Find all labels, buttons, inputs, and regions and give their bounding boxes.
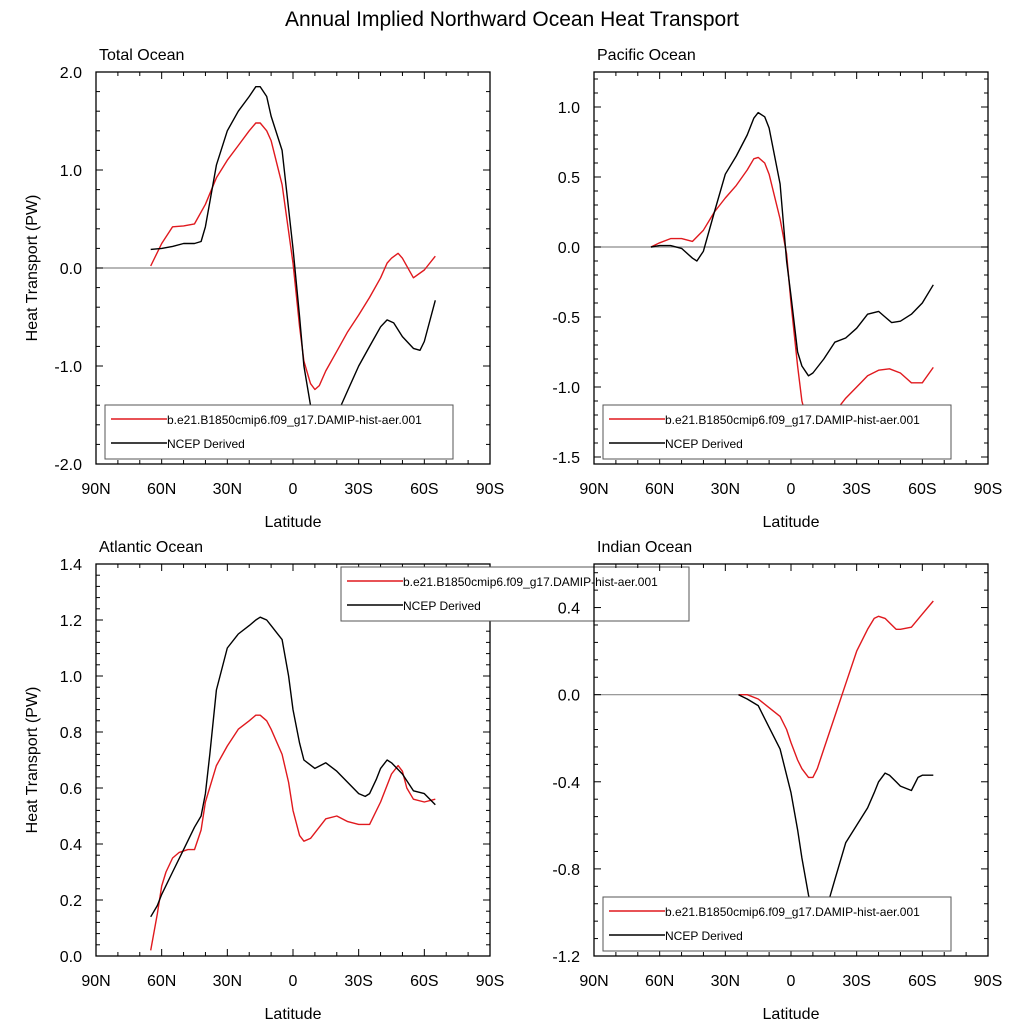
y-tick-label: 0.6 [60, 781, 82, 798]
x-axis-label: Latitude [763, 1006, 820, 1023]
series-line-obs [650, 111, 934, 377]
legend: b.e21.B1850cmip6.f09_g17.DAMIP-hist-aer.… [602, 404, 952, 460]
y-tick-label: -0.4 [552, 775, 580, 792]
legend-label-obs: NCEP Derived [665, 929, 743, 943]
y-tick-label: -1.0 [552, 380, 580, 397]
figure-title: Annual Implied Northward Ocean Heat Tran… [285, 8, 739, 31]
y-tick-label: 1.0 [60, 669, 82, 686]
panel-indian-ocean: 90N 60N 30N 0 30S 60S 90S 0.4 0.0 -0.4 -0.8 -1.2 Ind… [552, 539, 1002, 1023]
legend-label-model: b.e21.B1850cmip6.f09_g17.DAMIP-hist-aer.… [403, 575, 658, 589]
legend-label-model: b.e21.B1850cmip6.f09_g17.DAMIP-hist-aer.… [167, 413, 422, 427]
y-tick-label: -1.5 [552, 450, 580, 467]
y-tick-label: -1.0 [54, 359, 82, 376]
series-line-model [650, 156, 934, 433]
legend-box [602, 404, 952, 460]
y-tick-label: 1.0 [558, 100, 580, 117]
y-tick-label: 0.8 [60, 725, 82, 742]
x-axis-label: Latitude [265, 1006, 322, 1023]
panel-pacific-ocean: 90N 60N 30N 0 30S 60S 90S 1.0 0.5 0.0 -0.5 -1.0 -1.5… [552, 47, 1002, 531]
x-tick-label: 90S [476, 481, 504, 498]
series-line-model [150, 714, 436, 951]
x-tick-label: 30S [842, 973, 870, 990]
series-line-obs [150, 616, 436, 918]
legend: b.e21.B1850cmip6.f09_g17.DAMIP-hist-aer.… [104, 404, 454, 460]
x-axis-label: Latitude [763, 514, 820, 531]
panel-total-ocean: 90N 60N 30N 0 30S 60S 90S 2.0 1.0 0.0 -1.0 -2.0 Tota… [24, 47, 504, 531]
legend-label-obs: NCEP Derived [403, 599, 481, 613]
x-tick-label: 90S [974, 481, 1002, 498]
y-tick-label: 1.2 [60, 613, 82, 630]
x-tick-label: 30N [213, 481, 242, 498]
x-tick-label: 90N [579, 481, 608, 498]
x-tick-label: 90N [579, 973, 608, 990]
x-tick-label: 60N [645, 481, 674, 498]
x-tick-label: 30N [213, 973, 242, 990]
legend-box [602, 896, 952, 952]
x-tick-label: 60N [645, 973, 674, 990]
y-tick-label: 1.4 [60, 557, 82, 574]
series-line-model [738, 600, 934, 779]
y-tick-label: 0.0 [558, 688, 580, 705]
series-line-model [150, 122, 436, 391]
x-axis-label: Latitude [265, 514, 322, 531]
legend-box [340, 566, 690, 622]
legend: b.e21.B1850cmip6.f09_g17.DAMIP-hist-aer.… [602, 896, 952, 952]
y-tick-label: 2.0 [60, 65, 82, 82]
x-tick-label: 90S [974, 973, 1002, 990]
x-tick-label: 30S [344, 481, 372, 498]
x-tick-label: 90N [81, 481, 110, 498]
legend-label-model: b.e21.B1850cmip6.f09_g17.DAMIP-hist-aer.… [665, 905, 920, 919]
legend-label-obs: NCEP Derived [665, 437, 743, 451]
y-tick-label: 1.0 [60, 163, 82, 180]
y-axis-label: Heat Transport (PW) [24, 195, 41, 342]
series-line-obs [150, 85, 436, 434]
panel-title: Total Ocean [99, 47, 184, 64]
y-tick-label: 0.2 [60, 893, 82, 910]
legend: b.e21.B1850cmip6.f09_g17.DAMIP-hist-aer.… [340, 566, 690, 622]
x-tick-label: 60S [410, 481, 438, 498]
x-tick-label: 0 [787, 481, 796, 498]
y-tick-label: 0.5 [558, 170, 580, 187]
panel-title: Atlantic Ocean [99, 539, 203, 556]
y-tick-label: -1.2 [552, 949, 580, 966]
y-tick-label: -0.5 [552, 310, 580, 327]
panel-atlantic-ocean: 90N 60N 30N 0 30S 60S 90S 1.4 1.2 1.0 0.8 0.6 0.4 0.2… [24, 539, 690, 1023]
x-tick-label: 60S [908, 481, 936, 498]
x-tick-label: 30N [711, 973, 740, 990]
legend-label-obs: NCEP Derived [167, 437, 245, 451]
x-tick-label: 60N [147, 973, 176, 990]
y-tick-label: 0.4 [558, 601, 580, 618]
x-tick-label: 60S [908, 973, 936, 990]
x-tick-label: 30S [344, 973, 372, 990]
x-tick-label: 60N [147, 481, 176, 498]
y-tick-label: 0.0 [60, 261, 82, 278]
x-tick-label: 90S [476, 973, 504, 990]
x-tick-label: 60S [410, 973, 438, 990]
x-tick-label: 0 [289, 973, 298, 990]
x-tick-label: 0 [787, 973, 796, 990]
legend-label-model: b.e21.B1850cmip6.f09_g17.DAMIP-hist-aer.… [665, 413, 920, 427]
panel-title: Indian Ocean [597, 539, 692, 556]
legend-box [104, 404, 454, 460]
x-tick-label: 30N [711, 481, 740, 498]
x-tick-label: 90N [81, 973, 110, 990]
series-line-obs [738, 694, 934, 924]
y-tick-label: -0.8 [552, 862, 580, 879]
x-tick-label: 30S [842, 481, 870, 498]
x-tick-label: 0 [289, 481, 298, 498]
y-tick-label: 0.0 [558, 240, 580, 257]
y-tick-label: -2.0 [54, 457, 82, 474]
y-tick-label: 0.0 [60, 949, 82, 966]
y-tick-label: 0.4 [60, 837, 82, 854]
panel-title: Pacific Ocean [597, 47, 696, 64]
y-axis-label: Heat Transport (PW) [24, 687, 41, 834]
plot-frame [95, 563, 491, 957]
